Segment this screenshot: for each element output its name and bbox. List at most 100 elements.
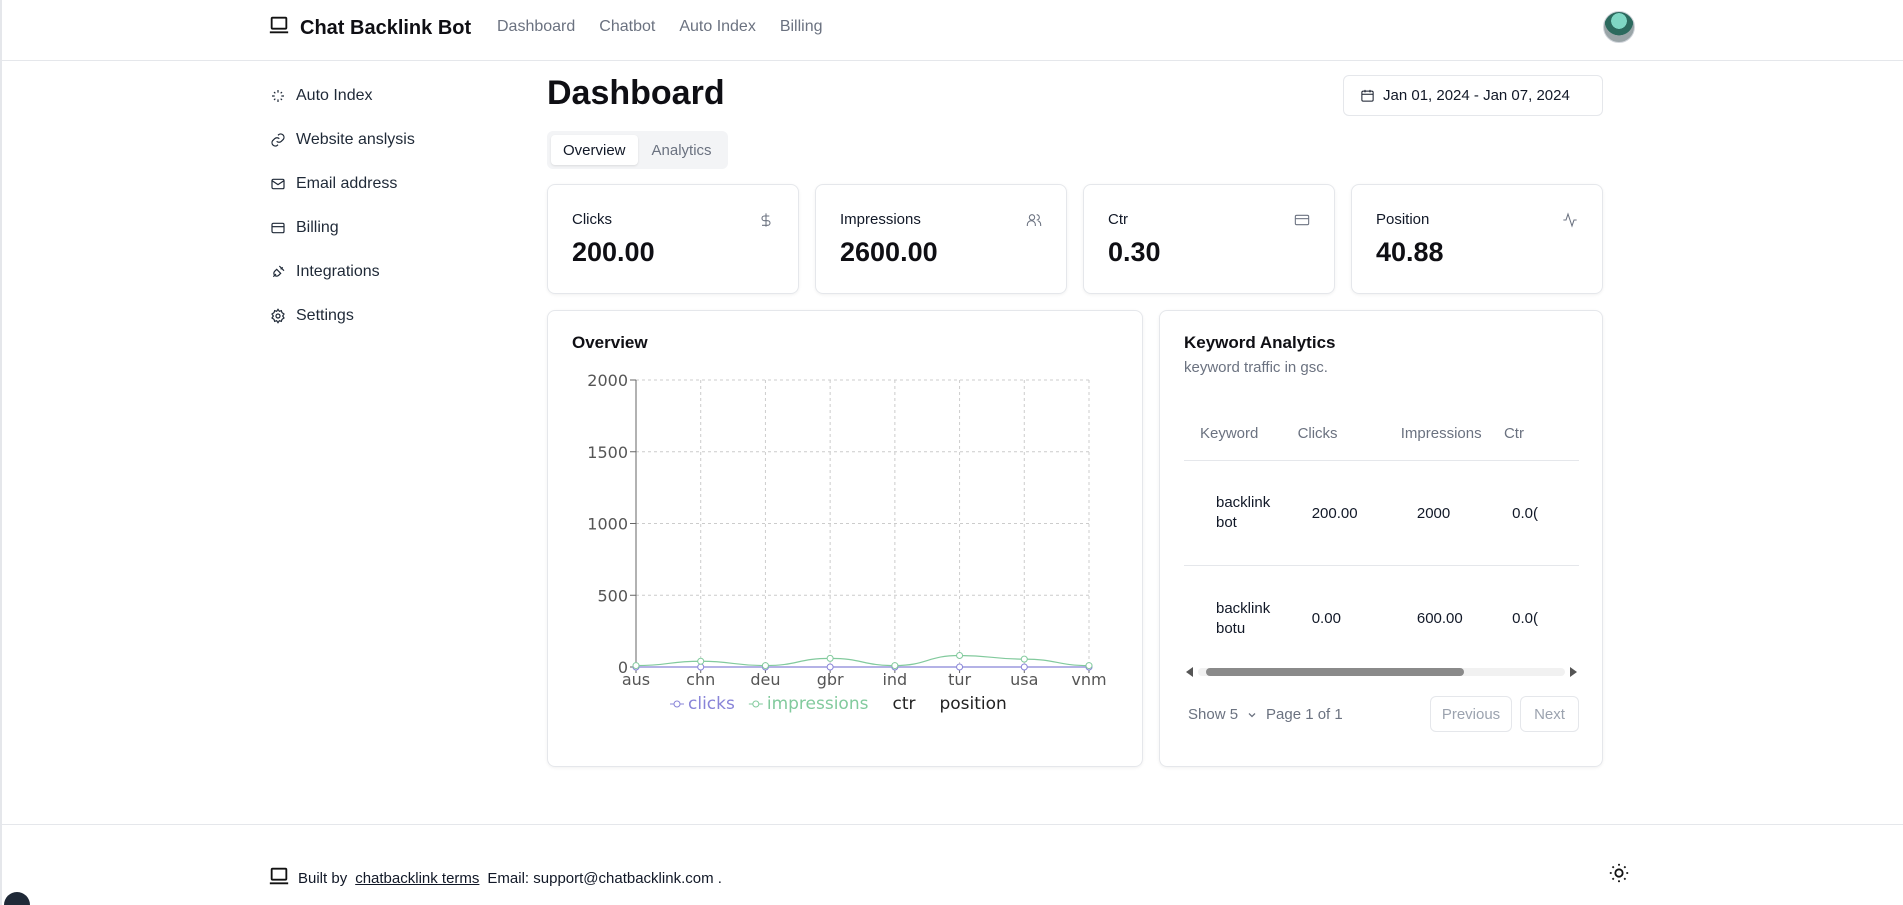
column-header-keyword[interactable]: Keyword [1200, 425, 1259, 442]
footer: Built by chatbacklink terms Email: suppo… [0, 824, 1903, 905]
overview-chart: 0 500 1000 1500 2000 aus chn deu gbr ind tur usa vnm… [587, 371, 1106, 714]
credit-card-icon [271, 222, 285, 234]
x-tick-label: aus [622, 670, 650, 689]
x-tick-label: ind [882, 670, 907, 689]
next-button[interactable]: Next [1520, 696, 1579, 732]
column-header-clicks[interactable]: Clicks [1297, 425, 1338, 442]
sidebar-item-settings[interactable]: Settings [270, 294, 500, 338]
sidebar-item-email-address[interactable]: Email address [270, 162, 500, 206]
keyword-card-subtitle: keyword traffic in gsc. [1184, 359, 1328, 376]
brand[interactable]: Chat Backlink Bot [268, 14, 471, 42]
keyword-line: backlink [1216, 599, 1271, 617]
data-point-clicks [1020, 663, 1028, 671]
data-point-impressions [826, 654, 834, 662]
table-row[interactable]: backlink bot 200.00 2000 0.0( [1184, 461, 1579, 566]
sidebar-item-label: Auto Index [296, 87, 373, 104]
x-tick-label: vnm [1071, 670, 1106, 689]
data-point-clicks [697, 663, 705, 671]
y-tick-label: 500 [597, 586, 628, 605]
table-row[interactable]: backlink botu 0.00 600.00 0.0( [1184, 566, 1579, 671]
dev-badge-icon[interactable] [4, 892, 30, 905]
x-tick-label: gbr [817, 670, 844, 689]
cell-ctr: 0.0( [1512, 610, 1538, 627]
page-title: Dashboard [547, 74, 725, 112]
stat-card-position: Position 40.88 [1351, 184, 1603, 294]
stat-card-clicks: Clicks 200.00 [547, 184, 799, 294]
sidebar-item-label: Settings [296, 307, 354, 324]
built-by-label: Built by [298, 869, 348, 887]
cell-keyword: backlink botu [1184, 599, 1298, 639]
window-edge [0, 0, 2, 905]
theme-toggle-sun-icon[interactable] [1608, 862, 1630, 884]
footer-text: Built by chatbacklink terms Email: suppo… [268, 865, 722, 891]
mail-icon [271, 178, 285, 190]
scrollbar-thumb[interactable] [1206, 668, 1464, 676]
cell-clicks: 0.00 [1311, 610, 1341, 627]
link-icon [271, 133, 285, 147]
tab-analytics[interactable]: Analytics [651, 141, 712, 159]
sidebar-item-auto-index[interactable]: Auto Index [270, 74, 500, 118]
laptop-icon [268, 14, 290, 42]
keyword-line: botu [1216, 619, 1246, 637]
sidebar-item-integrations[interactable]: Integrations [270, 250, 500, 294]
table-header: Keyword Clicks Impressions Ctr [1184, 407, 1579, 461]
plug-icon [272, 265, 285, 278]
previous-button[interactable]: Previous [1430, 696, 1512, 732]
page-size-select[interactable]: Show 5 [1188, 706, 1258, 723]
nav-billing[interactable]: Billing [779, 18, 823, 35]
activity-icon [1562, 212, 1578, 228]
chart-card-title: Overview [572, 333, 648, 352]
date-range-picker[interactable]: Jan 01, 2024 - Jan 07, 2024 [1343, 75, 1603, 116]
cell-ctr: 0.0( [1512, 504, 1538, 522]
y-tick-label: 2000 [587, 371, 628, 390]
keyword-table: Keyword Clicks Impressions Ctr backlink … [1184, 407, 1579, 687]
sidebar-item-label: Email address [296, 175, 398, 192]
terms-link[interactable]: chatbacklink terms [355, 869, 480, 887]
data-point-impressions [891, 662, 899, 670]
data-point-impressions [956, 652, 964, 660]
sparkles-icon [272, 90, 284, 102]
dollar-icon [758, 212, 774, 228]
stat-label: Impressions [840, 211, 921, 228]
stat-label: Ctr [1108, 211, 1128, 228]
data-point-impressions [1020, 655, 1028, 663]
chevron-down-icon [1248, 712, 1256, 717]
x-tick-label: usa [1010, 670, 1038, 689]
avatar[interactable] [1603, 11, 1635, 43]
data-point-impressions [632, 662, 640, 670]
data-point-clicks [956, 663, 964, 671]
tab-list: Overview Analytics [547, 131, 728, 169]
scroll-left-arrow-icon[interactable] [1186, 667, 1193, 677]
cell-impressions: 2000 [1416, 504, 1451, 522]
nav-dashboard[interactable]: Dashboard [497, 18, 576, 35]
column-header-impressions[interactable]: Impressions [1400, 425, 1482, 442]
legend-marker-impressions [752, 700, 760, 708]
horizontal-scrollbar[interactable] [1184, 665, 1579, 679]
series-line-impressions [635, 654, 1090, 667]
cell-impressions: 600.00 [1416, 610, 1463, 627]
stat-label: Clicks [572, 211, 612, 228]
overview-chart-card: Overview 0 500 1000 1500 2000 aus chn deu gbr ind… [547, 310, 1143, 767]
column-header-ctr[interactable]: Ctr [1503, 425, 1524, 442]
sidebar-item-website-analysis[interactable]: Website anslysis [270, 118, 500, 162]
x-tick-label: chn [686, 670, 715, 689]
pagination: Show 5 Page 1 of 1 Previous Next [1184, 696, 1579, 732]
data-point-impressions [697, 657, 705, 665]
sidebar-item-label: Website anslysis [296, 131, 415, 148]
cell-keyword: backlink bot [1184, 493, 1298, 533]
keyword-analytics-card: Keyword Analytics keyword traffic in gsc… [1159, 310, 1603, 767]
nav-auto-index[interactable]: Auto Index [679, 18, 756, 35]
top-nav: Dashboard Chatbot Auto Index Billing [497, 18, 823, 36]
keyword-card-title: Keyword Analytics [1184, 333, 1336, 352]
scroll-right-arrow-icon[interactable] [1570, 667, 1577, 677]
nav-chatbot[interactable]: Chatbot [599, 18, 656, 35]
cell-clicks: 200.00 [1311, 504, 1358, 522]
laptop-icon [268, 865, 290, 891]
footer-email: Email: support@chatbacklink.com . [487, 869, 722, 887]
x-tick-label: tur [948, 670, 971, 689]
sidebar-item-label: Integrations [296, 263, 380, 280]
tab-overview[interactable]: Overview [551, 135, 638, 165]
legend-label-position: position [939, 694, 1006, 714]
top-navigation-bar: Chat Backlink Bot Dashboard Chatbot Auto… [0, 0, 1903, 61]
sidebar-item-billing[interactable]: Billing [270, 206, 500, 250]
